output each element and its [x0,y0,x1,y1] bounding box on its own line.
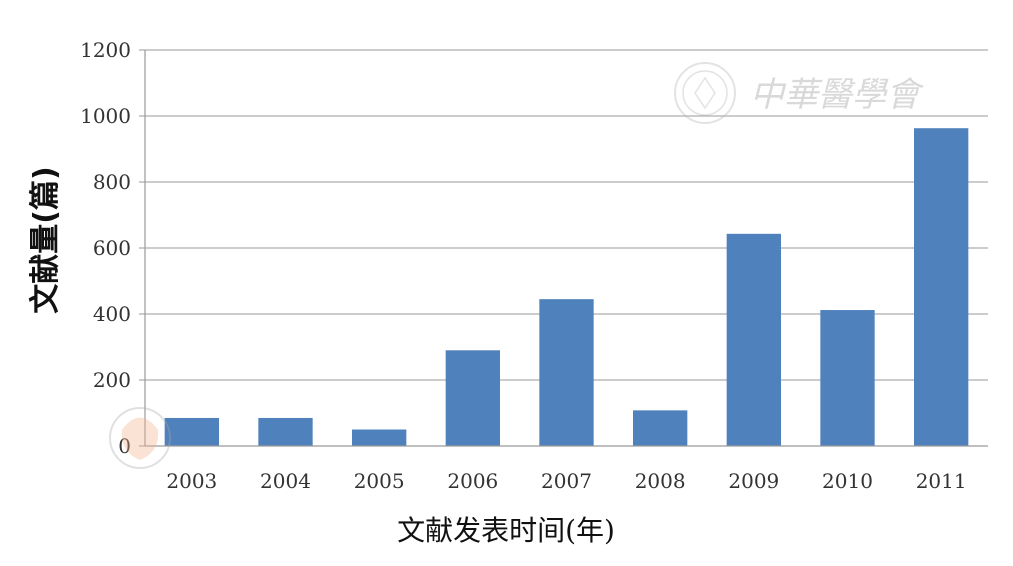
bars [164,128,969,446]
x-tick-label: 2010 [822,469,873,493]
watermark-seal-bottom-left-icon [109,407,171,469]
bar-2011 [914,128,969,446]
x-tick-label: 2009 [728,469,779,493]
bar-2006 [445,350,500,446]
bar-2010 [820,310,875,446]
y-tick-label: 1200 [80,38,131,62]
y-tick-label: 1000 [80,104,131,128]
bar-2008 [633,410,688,446]
y-tick-label: 800 [93,170,131,194]
x-tick-label: 2008 [635,469,686,493]
y-tick-label: 400 [93,302,131,326]
y-axis-label: 文献量(篇) [28,166,63,313]
bar-2009 [726,233,781,446]
x-tick-label: 2003 [166,469,217,493]
bar-2005 [352,429,407,446]
bar-2004 [258,417,313,446]
x-tick-label: 2011 [916,469,967,493]
bar-2003 [164,417,219,446]
y-tick-label: 200 [93,368,131,392]
y-tick-label: 600 [93,236,131,260]
watermark-text: 中華醫學會 [750,75,925,115]
x-tick-label: 2007 [541,469,592,493]
x-tick-label: 2004 [260,469,311,493]
x-tick-label: 2005 [354,469,405,493]
bar-2007 [539,299,594,446]
y-axis-ticks: 0 200 400 600 800 1000 1200 [80,38,145,458]
y-tick-label: 0 [118,434,131,458]
x-tick-label: 2006 [447,469,498,493]
watermark-logo [674,62,736,124]
x-axis-ticks: 2003 2004 2005 2006 2007 2008 2009 2010 2011 [166,469,966,493]
x-axis-label: 文献发表时间(年) [397,514,615,547]
